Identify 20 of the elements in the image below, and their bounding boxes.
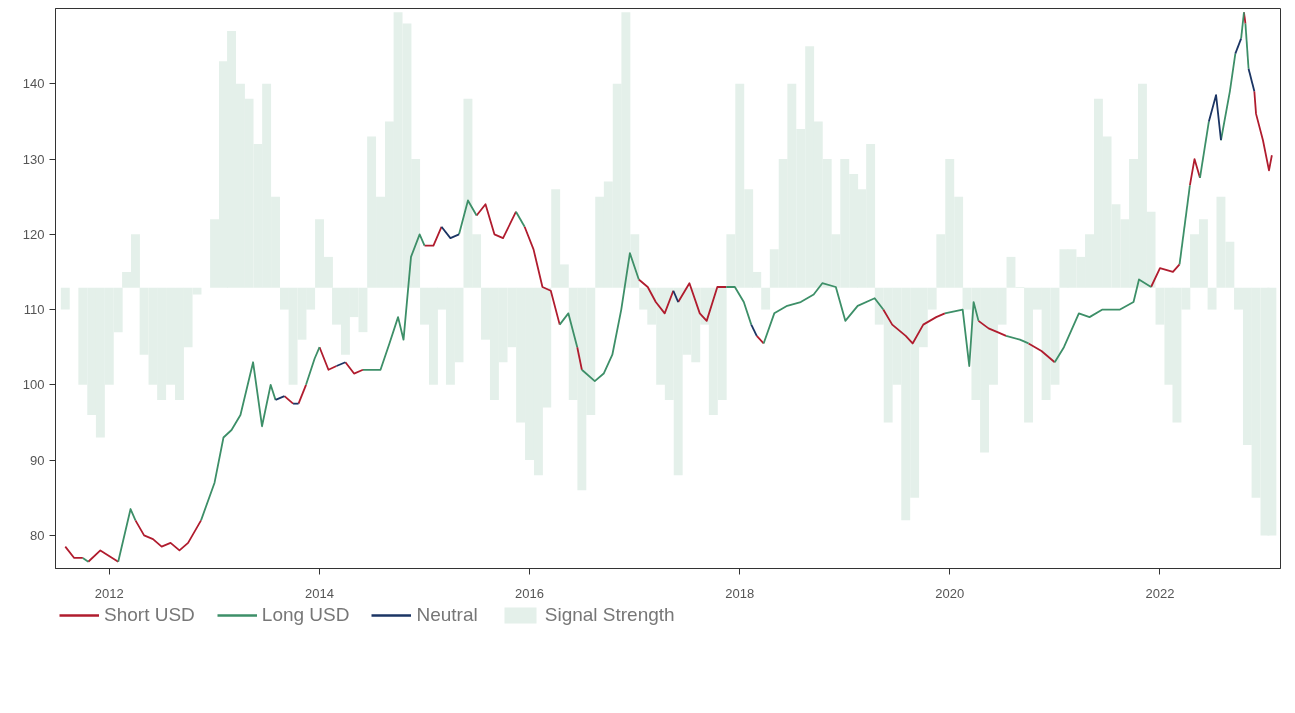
x-tick-label: 2020	[935, 585, 965, 601]
y-tick-label: 140	[22, 76, 45, 92]
x-tick-label: 2012	[94, 585, 124, 601]
y-tick-label: 90	[30, 452, 45, 468]
legend-label: Short USD	[104, 604, 195, 626]
bar	[1207, 287, 1217, 310]
x-tick-label: 2022	[1145, 585, 1175, 601]
x-tick-label: 2018	[725, 585, 755, 601]
x-tick-label: 2014	[305, 585, 334, 601]
y-tick-label: 120	[22, 226, 45, 242]
y-tick-label: 100	[22, 377, 45, 393]
y-tick-label: 130	[22, 151, 45, 167]
legend-label: Signal Strength	[544, 604, 675, 626]
y-tick-label: 110	[23, 302, 45, 318]
legend-label: Neutral	[416, 604, 478, 626]
bar	[60, 287, 70, 310]
y-tick-label: 80	[30, 527, 45, 543]
bar	[761, 287, 771, 310]
x-tick-label: 2016	[515, 585, 544, 601]
legend-label: Long USD	[261, 604, 350, 626]
